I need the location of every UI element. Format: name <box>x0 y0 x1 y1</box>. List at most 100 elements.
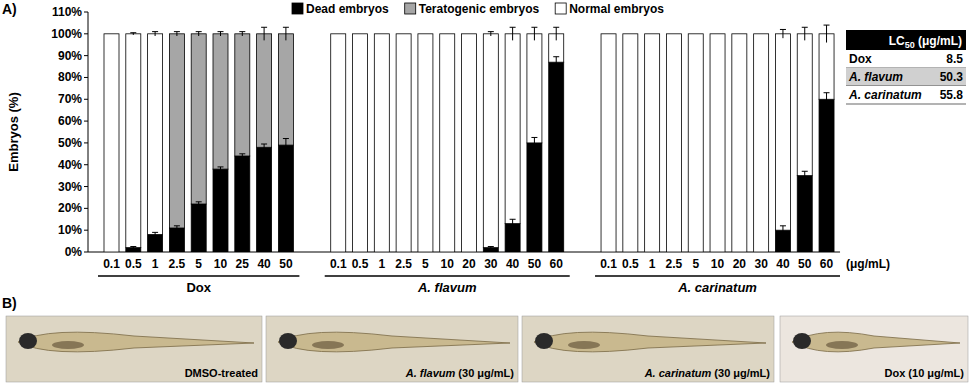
error-cap <box>802 171 808 172</box>
error-line <box>782 29 783 38</box>
error-cap <box>780 225 786 226</box>
table-row <box>846 86 966 104</box>
group-underline <box>98 275 299 277</box>
header-main: LC <box>889 34 905 48</box>
legend-swatch <box>292 3 303 14</box>
error-line <box>556 27 557 40</box>
bar <box>732 34 747 252</box>
y-tick-label: 100% <box>51 27 82 41</box>
error-cap <box>824 25 830 26</box>
x-tick-label: 40 <box>776 257 790 271</box>
bar <box>396 34 411 252</box>
bar <box>257 34 272 147</box>
error-cap <box>283 27 289 28</box>
x-tick-label: 20 <box>733 257 747 271</box>
x-tick-label: 0.1 <box>330 257 347 271</box>
error-cap <box>130 32 136 33</box>
y-tick <box>84 77 88 78</box>
x-tick-label: 10 <box>214 257 228 271</box>
fish-yolk <box>568 341 600 349</box>
table-cell: 50.3 <box>940 70 964 84</box>
error-bar <box>553 57 559 68</box>
x-tick-label: 0.5 <box>125 257 142 271</box>
error-line <box>512 27 513 40</box>
error-bar <box>218 32 224 36</box>
group-underline <box>595 275 840 277</box>
fish-yolk <box>312 341 344 349</box>
fish-eye <box>793 333 811 349</box>
x-tick-label: 40 <box>257 257 271 271</box>
table-rule <box>846 104 966 105</box>
error-bar <box>261 144 267 151</box>
error-cap <box>283 138 289 139</box>
y-tick-label: 60% <box>58 114 82 128</box>
image-panel: A. flavum (30 μg/mL) <box>266 316 518 382</box>
error-line <box>826 25 827 42</box>
error-cap <box>488 31 494 32</box>
table-header <box>846 30 966 50</box>
bar <box>418 34 433 252</box>
bar <box>601 34 616 252</box>
image-caption: A. carinatum (30 μg/mL) <box>644 367 771 379</box>
error-cap <box>174 225 180 226</box>
y-tick <box>84 99 88 100</box>
error-bar <box>553 27 559 40</box>
legend-label: Normal embryos <box>569 2 664 16</box>
error-bar <box>261 27 267 40</box>
fish-body <box>18 332 254 352</box>
figure: A)B)0%10%20%30%40%50%60%70%80%90%100%110… <box>0 0 974 383</box>
bar <box>148 34 163 235</box>
error-bar <box>488 247 494 249</box>
fish-yolk <box>826 341 858 349</box>
error-cap <box>261 27 267 28</box>
y-tick-label: 110% <box>52 5 82 19</box>
panel-label: B) <box>2 295 17 311</box>
x-tick-label: 50 <box>798 257 812 271</box>
bar <box>527 34 542 143</box>
image-bg <box>6 316 262 382</box>
bar <box>623 34 638 252</box>
error-cap <box>510 219 516 220</box>
error-cap <box>780 29 786 30</box>
y-tick-label: 70% <box>58 92 82 106</box>
x-axis-label: (μg/mL) <box>846 257 890 271</box>
bar <box>374 34 389 252</box>
bar <box>666 34 681 252</box>
error-bar <box>531 27 537 40</box>
bar <box>549 62 564 252</box>
x-tick-label: 30 <box>754 257 768 271</box>
bar <box>278 145 293 252</box>
image-bg <box>522 316 774 382</box>
error-line <box>242 32 243 36</box>
bar <box>797 34 812 176</box>
table-cell: 8.5 <box>946 52 963 66</box>
error-bar <box>283 139 289 152</box>
x-tick-label: 25 <box>236 257 250 271</box>
x-tick-label: 2.5 <box>395 257 412 271</box>
error-cap <box>218 166 224 167</box>
error-cap <box>531 27 537 28</box>
error-bar <box>780 226 786 235</box>
fish-eye <box>279 333 297 349</box>
y-tick-label: 80% <box>58 70 82 84</box>
bar <box>819 34 834 99</box>
fish-body <box>534 332 766 352</box>
table-row <box>846 68 966 86</box>
error-bar <box>488 32 494 36</box>
error-bar <box>174 32 180 36</box>
error-cap <box>531 137 537 138</box>
y-tick <box>84 55 88 56</box>
bar <box>527 143 542 252</box>
bar <box>819 99 834 252</box>
x-tick-label: 0.5 <box>622 257 639 271</box>
bar <box>688 34 703 252</box>
group-underline <box>325 275 570 277</box>
bar <box>148 235 163 252</box>
y-tick <box>84 12 88 13</box>
bar <box>126 34 141 248</box>
bar <box>483 34 498 248</box>
x-tick-label: 60 <box>820 257 834 271</box>
error-cap <box>152 232 158 233</box>
error-bar <box>824 25 830 42</box>
error-cap <box>196 31 202 32</box>
